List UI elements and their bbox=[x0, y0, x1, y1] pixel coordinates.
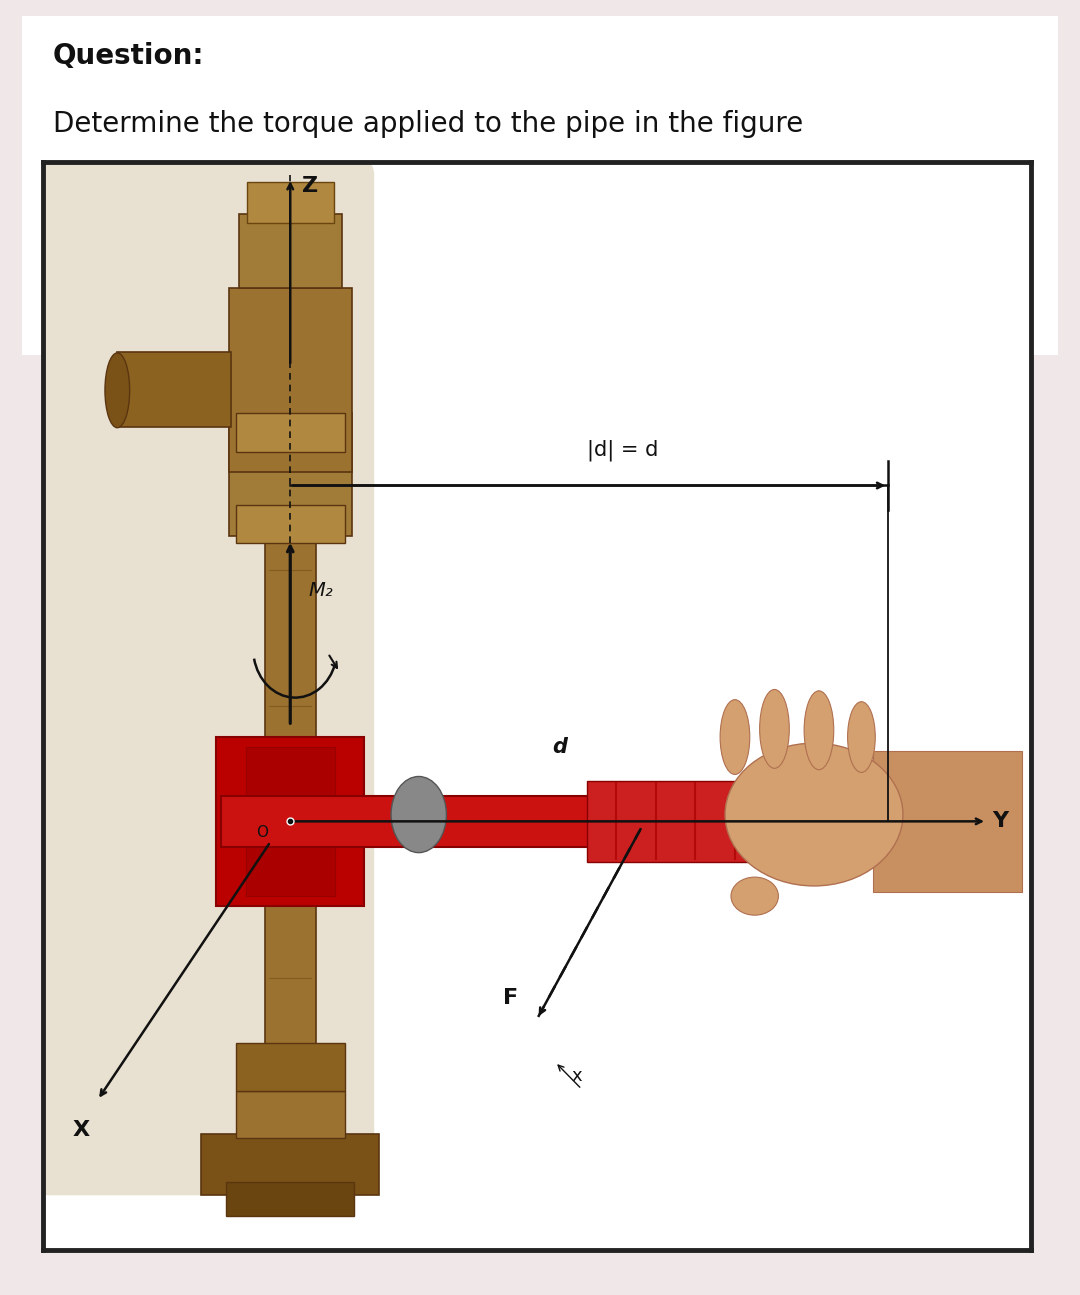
Bar bbox=[201, 1134, 379, 1195]
Bar bbox=[265, 258, 316, 1181]
Text: x: x bbox=[572, 1067, 582, 1085]
Bar bbox=[235, 1042, 345, 1090]
Bar bbox=[235, 505, 345, 543]
Text: Z: Z bbox=[302, 176, 319, 197]
Text: to the y-axis at a distance d = 50 cm from the centerline of: to the y-axis at a distance d = 50 cm fr… bbox=[53, 232, 880, 260]
Text: X: X bbox=[72, 1120, 90, 1140]
Text: the pipe.: the pipe. bbox=[53, 294, 176, 321]
Bar bbox=[874, 751, 1022, 892]
Ellipse shape bbox=[725, 743, 903, 886]
Bar bbox=[246, 183, 334, 223]
Bar bbox=[226, 1181, 354, 1216]
FancyBboxPatch shape bbox=[38, 162, 375, 1195]
Ellipse shape bbox=[720, 699, 750, 774]
Bar bbox=[118, 352, 231, 427]
Bar bbox=[235, 1090, 345, 1138]
Text: M₂: M₂ bbox=[308, 580, 333, 600]
Bar bbox=[235, 413, 345, 452]
Text: Determine the torque applied to the pipe in the figure: Determine the torque applied to the pipe… bbox=[53, 110, 802, 139]
Text: O: O bbox=[256, 825, 268, 839]
Bar bbox=[586, 781, 893, 862]
Text: F: F bbox=[502, 988, 517, 1008]
Ellipse shape bbox=[731, 877, 779, 916]
Text: Y: Y bbox=[991, 812, 1008, 831]
Bar bbox=[229, 289, 351, 471]
Bar bbox=[239, 214, 341, 289]
Bar bbox=[246, 746, 335, 896]
Ellipse shape bbox=[759, 689, 789, 768]
Text: d: d bbox=[552, 737, 567, 756]
Bar bbox=[229, 413, 351, 536]
FancyBboxPatch shape bbox=[0, 5, 1080, 365]
Text: Figure: Figure bbox=[43, 431, 136, 461]
Circle shape bbox=[391, 777, 446, 852]
Ellipse shape bbox=[105, 354, 130, 427]
Ellipse shape bbox=[848, 702, 875, 772]
Ellipse shape bbox=[805, 690, 834, 769]
Text: Question:: Question: bbox=[53, 43, 204, 70]
Bar bbox=[216, 737, 364, 905]
Bar bbox=[221, 795, 888, 847]
Text: |d| = d: |d| = d bbox=[586, 439, 658, 461]
Text: given, by a force F = 45 N with an angle theta = 60 degrees: given, by a force F = 45 N with an angle… bbox=[53, 171, 893, 199]
